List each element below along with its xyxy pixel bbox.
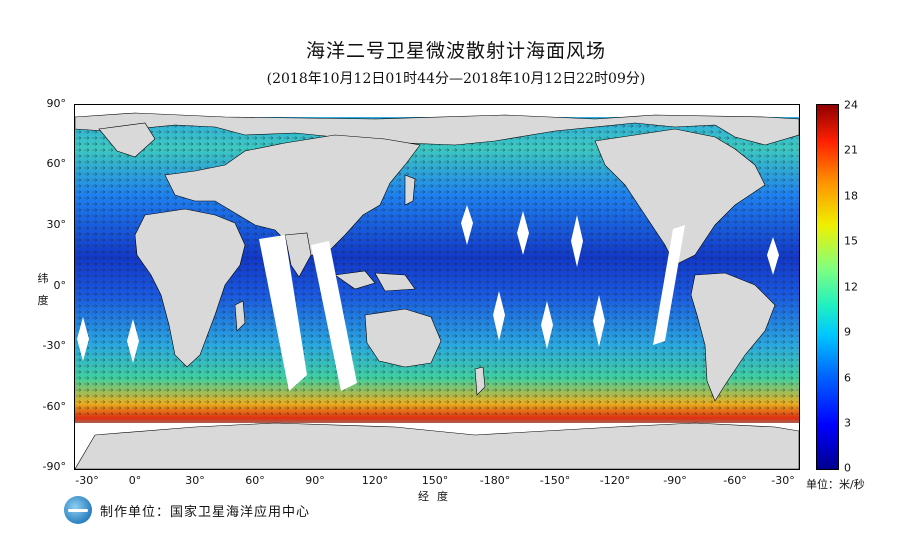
africa-land	[134, 208, 246, 368]
lon-tick: -150°	[539, 474, 571, 487]
lat-tick: 90°	[46, 97, 67, 110]
australia-land	[364, 308, 442, 368]
colorbar-tick: 21	[844, 143, 858, 157]
lat-tick: 60°	[46, 157, 67, 170]
longitude-axis-title: 经度	[418, 490, 456, 503]
lon-tick: -90°	[663, 474, 687, 487]
antarctica-land	[75, 422, 799, 469]
arctic-land	[75, 112, 799, 146]
lon-tick: 150°	[421, 474, 449, 487]
swath-gap	[493, 291, 505, 341]
swath-gap	[571, 215, 583, 267]
colorbar-tick: 9	[844, 325, 851, 339]
lon-tick: -120°	[599, 474, 631, 487]
new-zealand-land	[474, 366, 486, 396]
swath-gap	[541, 301, 553, 349]
lon-tick: -180°	[479, 474, 511, 487]
swath-gap	[311, 241, 357, 391]
swath-gap	[653, 225, 685, 345]
map-subtitle: (2018年10月12日01时44分—2018年10月12日22时09分)	[266, 71, 646, 87]
swath-gap	[127, 319, 139, 363]
swath-gap	[767, 237, 779, 275]
lon-tick: -30°	[771, 474, 795, 487]
madagascar-land	[234, 300, 246, 332]
colorbar-tick: 24	[844, 98, 858, 112]
india-land	[284, 232, 312, 278]
wind-speed-colorbar	[816, 104, 839, 470]
wind-map-svg	[75, 105, 799, 469]
colorbar-tick: 3	[844, 416, 851, 430]
indonesia-land	[334, 270, 416, 292]
eurasia-land	[164, 134, 421, 256]
lon-tick: -30°	[75, 474, 99, 487]
lon-tick: -60°	[723, 474, 747, 487]
latitude-ticks: 90° 60° 30° 0° -30° -60° -90°	[0, 0, 70, 544]
swath-gap	[77, 317, 89, 361]
nsoas-logo-icon	[64, 496, 92, 524]
lat-tick: -30°	[42, 339, 66, 352]
map-title: 海洋二号卫星微波散射计海面风场	[305, 40, 606, 62]
footer: 制作单位：国家卫星海洋应用中心	[64, 496, 310, 524]
lat-tick: -60°	[42, 400, 66, 413]
japan-land	[404, 174, 416, 206]
lon-tick: 60°	[245, 474, 265, 487]
colorbar-unit: 单位：米/秒	[806, 478, 865, 491]
greenland-land	[98, 122, 156, 158]
lon-tick: 0°	[128, 474, 142, 487]
lon-tick: 120°	[361, 474, 389, 487]
lon-tick: 30°	[185, 474, 205, 487]
lat-tick: -90°	[42, 460, 66, 473]
colorbar-tick: 15	[844, 234, 858, 248]
swath-gap	[517, 211, 529, 255]
north-polar-nodata	[75, 105, 799, 117]
lat-tick: 30°	[46, 218, 67, 231]
swath-gap	[461, 205, 473, 245]
north-america-land	[594, 128, 766, 266]
wind-field-map	[74, 104, 800, 470]
lat-tick: 0°	[53, 279, 67, 292]
swath-gap	[593, 295, 605, 347]
latitude-axis-title: 纬度	[37, 272, 49, 307]
producer-label: 制作单位：国家卫星海洋应用中心	[100, 504, 311, 520]
colorbar-tick: 0	[844, 461, 851, 475]
colorbar-tick: 18	[844, 189, 858, 203]
colorbar-tick: 6	[844, 371, 851, 385]
lon-tick: 90°	[305, 474, 325, 487]
colorbar-tick: 12	[844, 280, 858, 294]
swath-gap	[259, 235, 307, 391]
south-america-land	[690, 272, 776, 402]
